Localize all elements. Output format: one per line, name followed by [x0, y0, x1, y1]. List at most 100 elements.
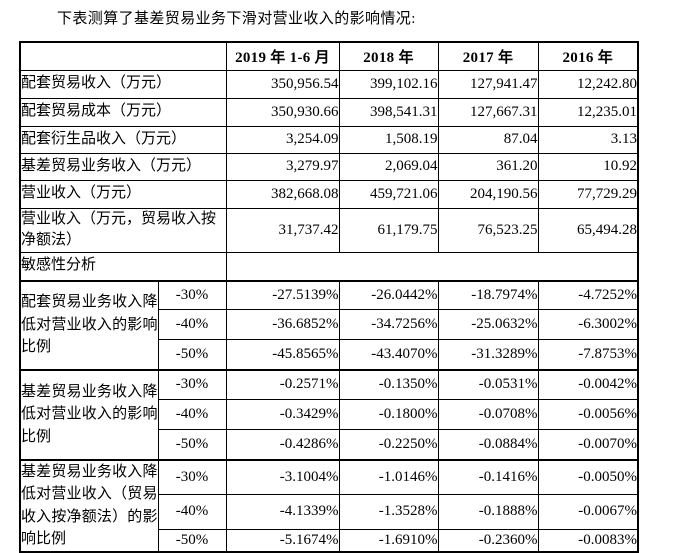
- value-cell: -31.3289%: [437, 339, 539, 370]
- value-cell: -0.0050%: [537, 458, 639, 495]
- value-cell: 65,494.28: [537, 207, 639, 253]
- value-cell: 76,523.25: [437, 207, 539, 253]
- table-row: -40% -36.6852% -34.7256% -25.0632% -6.30…: [20, 309, 639, 340]
- pct-cell: -30%: [157, 368, 227, 400]
- pct-cell: -50%: [157, 528, 227, 553]
- value-cell: -45.8565%: [225, 339, 340, 370]
- value-cell: -0.0056%: [537, 399, 639, 430]
- group-label: 基差贸易业务收入降低对营业收入（贸易收入按净额法）的影响比例: [19, 458, 159, 552]
- value-cell: 3.13: [537, 125, 639, 154]
- value-cell: -0.1888%: [437, 493, 539, 530]
- value-cell: -0.1800%: [338, 399, 439, 430]
- value-cell: -5.1674%: [225, 528, 340, 553]
- table-row: 营业收入（万元） 382,668.08 459,721.06 204,190.5…: [19, 179, 639, 209]
- value-cell: -0.2250%: [338, 429, 439, 460]
- value-cell: -18.7974%: [437, 279, 539, 310]
- value-cell: 3,254.09: [225, 125, 340, 154]
- value-cell: -0.1350%: [338, 368, 439, 400]
- value-cell: 12,235.01: [537, 97, 639, 127]
- value-cell: -36.6852%: [225, 309, 340, 340]
- pct-cell: -40%: [157, 309, 227, 340]
- table-row: -50% -0.4286% -0.2250% -0.0884% -0.0070%: [20, 429, 639, 460]
- value-cell: 350,930.66: [225, 97, 340, 127]
- value-cell: 61,179.75: [338, 207, 439, 253]
- value-cell: -0.2360%: [437, 528, 539, 553]
- value-cell: 459,721.06: [338, 179, 439, 209]
- table-row: 配套贸易业务收入降低对营业收入的影响比例 -30% -27.5139% -26.…: [19, 279, 639, 370]
- value-cell: -26.0442%: [338, 279, 439, 310]
- value-cell: 398,541.31: [338, 97, 439, 127]
- value-cell: -7.8753%: [537, 339, 639, 370]
- pct-cell: -40%: [157, 493, 227, 530]
- value-cell: -0.1416%: [437, 458, 539, 495]
- value-cell: 77,729.29: [537, 179, 639, 209]
- value-cell: -25.0632%: [437, 309, 539, 340]
- row-label: 配套贸易收入（万元）: [19, 69, 227, 99]
- pct-cell: -30%: [157, 279, 227, 310]
- value-cell: -0.0884%: [437, 429, 539, 460]
- empty-merged-cell: [225, 252, 639, 281]
- value-cell: -34.7256%: [338, 309, 439, 340]
- group-label: 配套贸易业务收入降低对营业收入的影响比例: [19, 279, 159, 370]
- value-cell: 3,279.97: [225, 152, 340, 181]
- value-cell: -43.4070%: [338, 339, 439, 370]
- table-row: -50% -45.8565% -43.4070% -31.3289% -7.87…: [20, 339, 639, 370]
- impact-table: 2019 年 1-6 月 2018 年 2017 年 2016 年 配套贸易收入…: [19, 41, 639, 553]
- value-cell: -1.6910%: [338, 528, 439, 553]
- value-cell: -0.4286%: [225, 429, 340, 460]
- value-cell: -0.0708%: [437, 399, 539, 430]
- table-row: 配套衍生品收入（万元） 3,254.09 1,508.19 87.04 3.13: [19, 125, 639, 154]
- pct-cell: -40%: [157, 399, 227, 430]
- value-cell: 2,069.04: [338, 152, 439, 181]
- pct-cell: -50%: [157, 339, 227, 370]
- value-cell: -4.1339%: [225, 493, 340, 530]
- header-2018: 2018 年: [338, 41, 439, 71]
- value-cell: -1.0146%: [338, 458, 439, 495]
- value-cell: 127,667.31: [437, 97, 539, 127]
- table-row: -40% -4.1339% -1.3528% -0.1888% -0.0067%: [20, 493, 639, 530]
- value-cell: 31,737.42: [225, 207, 340, 253]
- row-label: 基差贸易业务收入（万元）: [19, 152, 227, 181]
- value-cell: 361.20: [437, 152, 539, 181]
- value-cell: -4.7252%: [537, 279, 639, 310]
- value-cell: 204,190.56: [437, 179, 539, 209]
- value-cell: 10.92: [537, 152, 639, 181]
- sensitivity-title-label: 敏感性分析: [19, 252, 227, 281]
- table-row: 配套贸易成本（万元） 350,930.66 398,541.31 127,667…: [19, 97, 639, 127]
- header-2017: 2017 年: [437, 41, 539, 71]
- value-cell: 87.04: [437, 125, 539, 154]
- value-cell: -0.0083%: [537, 528, 639, 553]
- value-cell: -0.0042%: [537, 368, 639, 400]
- value-cell: -0.0531%: [437, 368, 539, 400]
- header-row: 2019 年 1-6 月 2018 年 2017 年 2016 年: [19, 41, 639, 71]
- row-label: 配套衍生品收入（万元）: [19, 125, 227, 154]
- header-2016: 2016 年: [537, 41, 639, 71]
- row-label: 营业收入（万元）: [19, 179, 227, 209]
- table-row: 营业收入（万元，贸易收入按净额法） 31,737.42 61,179.75 76…: [19, 207, 639, 253]
- table-row: 基差贸易业务收入降低对营业收入（贸易收入按净额法）的影响比例 -30% -3.1…: [19, 458, 639, 552]
- pct-cell: -30%: [157, 458, 227, 495]
- value-cell: -0.3429%: [225, 399, 340, 430]
- value-cell: -27.5139%: [225, 279, 340, 310]
- page-title: 下表测算了基差贸易业务下滑对营业收入的影响情况:: [57, 11, 416, 27]
- value-cell: 350,956.54: [225, 69, 340, 99]
- value-cell: -0.2571%: [225, 368, 340, 400]
- row-label: 营业收入（万元，贸易收入按净额法）: [19, 207, 227, 253]
- table-row: 配套贸易收入（万元） 350,956.54 399,102.16 127,941…: [19, 69, 639, 99]
- value-cell: -3.1004%: [225, 458, 340, 495]
- page: { "title": "下表测算了基差贸易业务下滑对营业收入的影响情况:", "…: [19, 11, 639, 553]
- table-row: 基差贸易业务收入降低对营业收入的影响比例 -30% -0.2571% -0.13…: [19, 368, 639, 460]
- pct-cell: -50%: [157, 429, 227, 460]
- value-cell: -6.3002%: [537, 309, 639, 340]
- table-row: -40% -0.3429% -0.1800% -0.0708% -0.0056%: [20, 399, 639, 430]
- value-cell: 382,668.08: [225, 179, 340, 209]
- table-row: 基差贸易业务收入（万元） 3,279.97 2,069.04 361.20 10…: [19, 152, 639, 181]
- value-cell: 127,941.47: [437, 69, 539, 99]
- value-cell: -0.0067%: [537, 493, 639, 530]
- header-empty-cell: [19, 41, 227, 71]
- header-2019: 2019 年 1-6 月: [225, 41, 340, 71]
- row-label: 配套贸易成本（万元）: [19, 97, 227, 127]
- value-cell: -1.3528%: [338, 493, 439, 530]
- value-cell: 399,102.16: [338, 69, 439, 99]
- sensitivity-title-row: 敏感性分析: [19, 252, 639, 281]
